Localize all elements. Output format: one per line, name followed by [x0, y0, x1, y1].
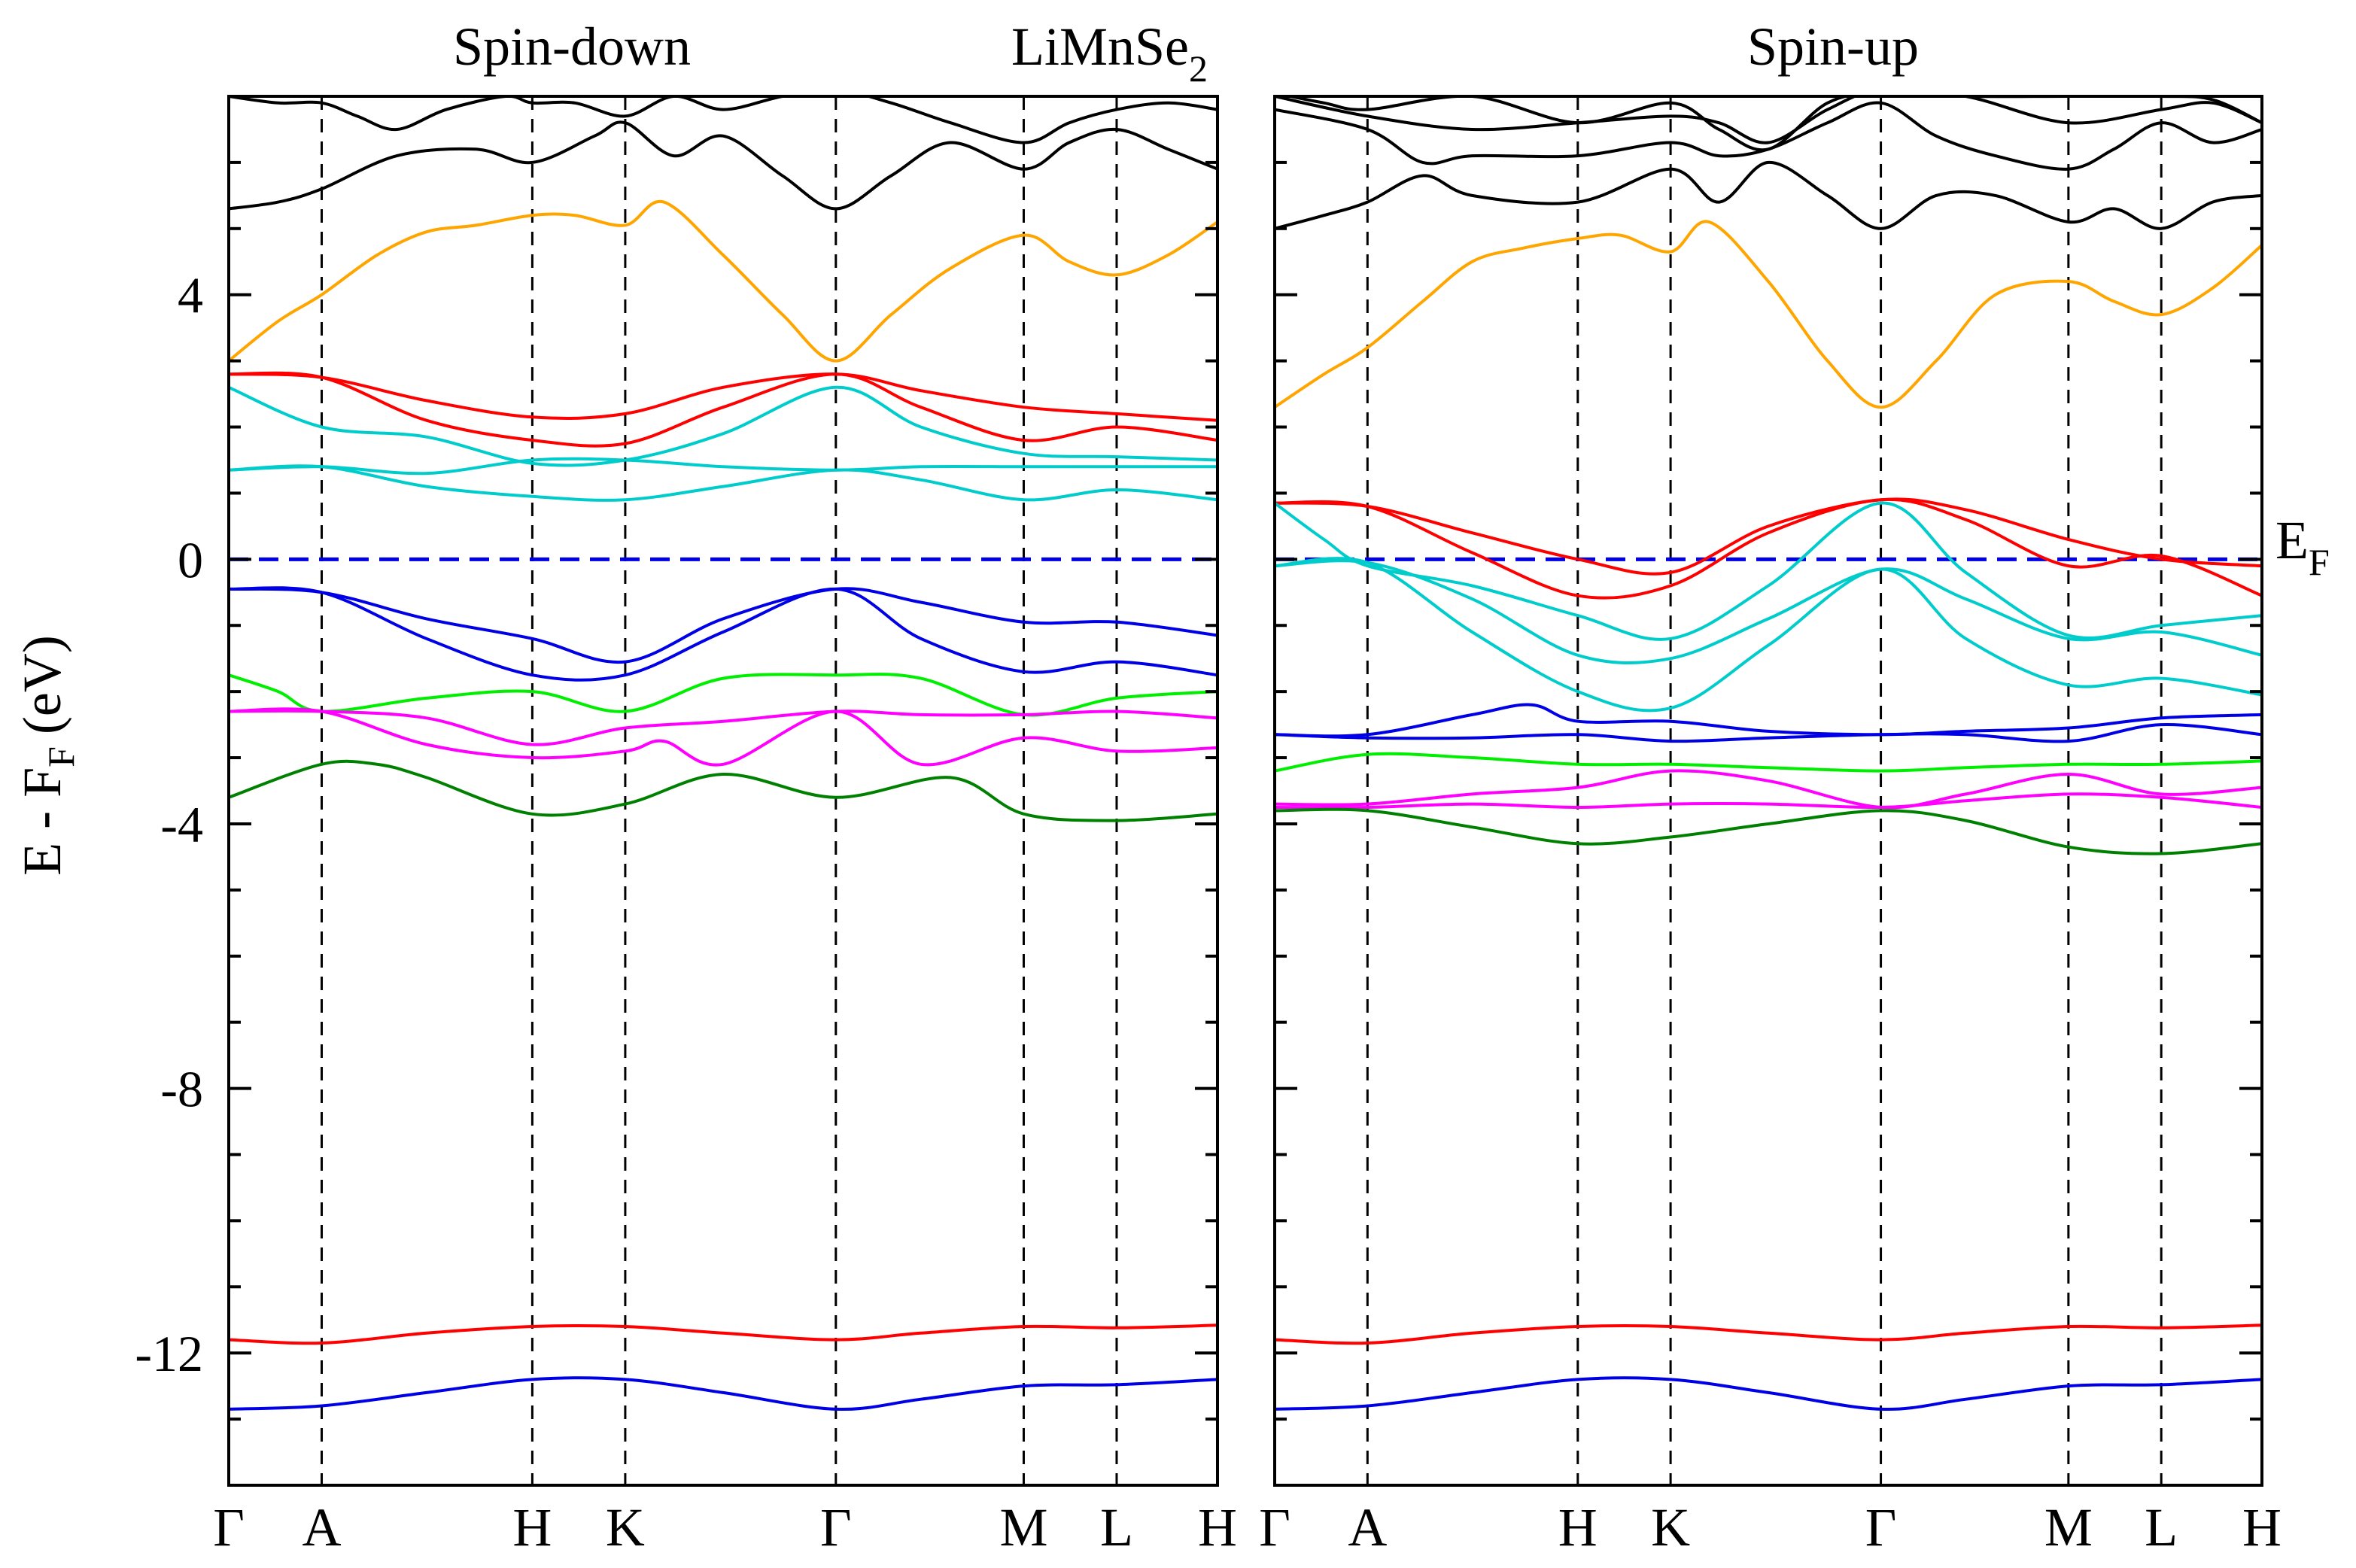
k-point-label: H: [1198, 1497, 1237, 1557]
k-point-label: Γ: [820, 1497, 852, 1557]
chart-title-subscript: 2: [1189, 47, 1208, 90]
band-line-10: [229, 673, 1218, 717]
band-line-7: [229, 464, 1218, 502]
k-point-label: H: [2242, 1497, 2282, 1557]
k-point-label: L: [2145, 1497, 2178, 1557]
k-point-label: L: [1100, 1497, 1133, 1557]
y-axis-label-subscript: F: [40, 746, 82, 767]
band-line-14: [229, 1323, 1218, 1345]
band-line-15: [229, 1376, 1218, 1412]
y-tick-label: -12: [135, 1325, 203, 1382]
panel-frame: [1273, 95, 2263, 1487]
chart-title-main: LiMnSe: [1011, 17, 1189, 77]
band-line-6: [229, 457, 1218, 476]
band-line-12: [229, 707, 1218, 767]
y-tick-label: 4: [178, 267, 203, 324]
band-line-5: [1275, 497, 2262, 576]
band-line-0: [1275, 160, 2262, 230]
band-line-12: [1275, 752, 2262, 773]
y-axis-label-unit: (eV): [12, 635, 72, 734]
chart-title: LiMnSe2: [1011, 17, 1208, 90]
band-line-3: [229, 372, 1218, 422]
band-line-2: [1275, 96, 2262, 144]
y-axis-label: E - FF (eV): [12, 635, 82, 876]
panel-frame: [227, 95, 1219, 1487]
k-point-label: M: [999, 1497, 1047, 1557]
k-point-label: A: [1348, 1497, 1387, 1557]
band-line-3: [1283, 96, 2262, 152]
y-tick-label: -8: [160, 1061, 203, 1118]
band-line-11: [229, 709, 1218, 746]
y-tick-label: -4: [160, 796, 203, 853]
k-point-label: Γ: [1259, 1497, 1290, 1557]
band-line-5: [229, 385, 1218, 467]
band-line-2: [229, 199, 1218, 363]
y-tick-label: 0: [178, 531, 203, 588]
fermi-level-label-subscript: F: [2309, 541, 2330, 583]
band-line-15: [1275, 807, 2262, 855]
band-line-4: [1275, 220, 2262, 409]
band-line-16: [1275, 1323, 2262, 1345]
y-axis-label-main: E - F: [12, 767, 72, 876]
band-line-6: [1275, 497, 2262, 600]
band-line-9: [1275, 557, 2262, 713]
band-line-14: [1275, 792, 2262, 810]
k-point-label: H: [1558, 1497, 1598, 1557]
band-line-0: [229, 120, 1218, 211]
k-point-label: A: [302, 1497, 342, 1557]
band-line-13: [1275, 769, 2262, 810]
fermi-level-label-main: E: [2275, 510, 2309, 570]
k-point-label: Γ: [1865, 1497, 1897, 1557]
panel-title-spin-down: Spin-down: [453, 17, 691, 77]
bands-group: [1275, 96, 2262, 1412]
k-point-label: M: [2044, 1497, 2093, 1557]
band-line-8: [229, 587, 1218, 664]
k-point-label: K: [606, 1497, 645, 1557]
band-line-9: [229, 586, 1218, 682]
k-point-label: K: [1651, 1497, 1690, 1557]
panel-title-spin-up: Spin-up: [1747, 17, 1919, 77]
band-line-10: [1275, 703, 2262, 738]
panels-layer: Γ A H K Γ M L H Γ A H K Γ M L H40-4-8-12: [135, 95, 2282, 1557]
band-line-11: [1275, 723, 2262, 743]
bands-group: [229, 96, 1218, 1412]
band-line-1: [229, 96, 1218, 144]
fermi-level-label: EF: [2275, 510, 2330, 583]
band-line-8: [1275, 559, 2262, 664]
band-line-17: [1275, 1376, 2262, 1412]
band-line-1: [1275, 101, 2262, 171]
band-line-13: [229, 759, 1218, 822]
band-line-4: [229, 371, 1218, 448]
k-point-label: H: [512, 1497, 552, 1557]
k-point-label: Γ: [213, 1497, 245, 1557]
